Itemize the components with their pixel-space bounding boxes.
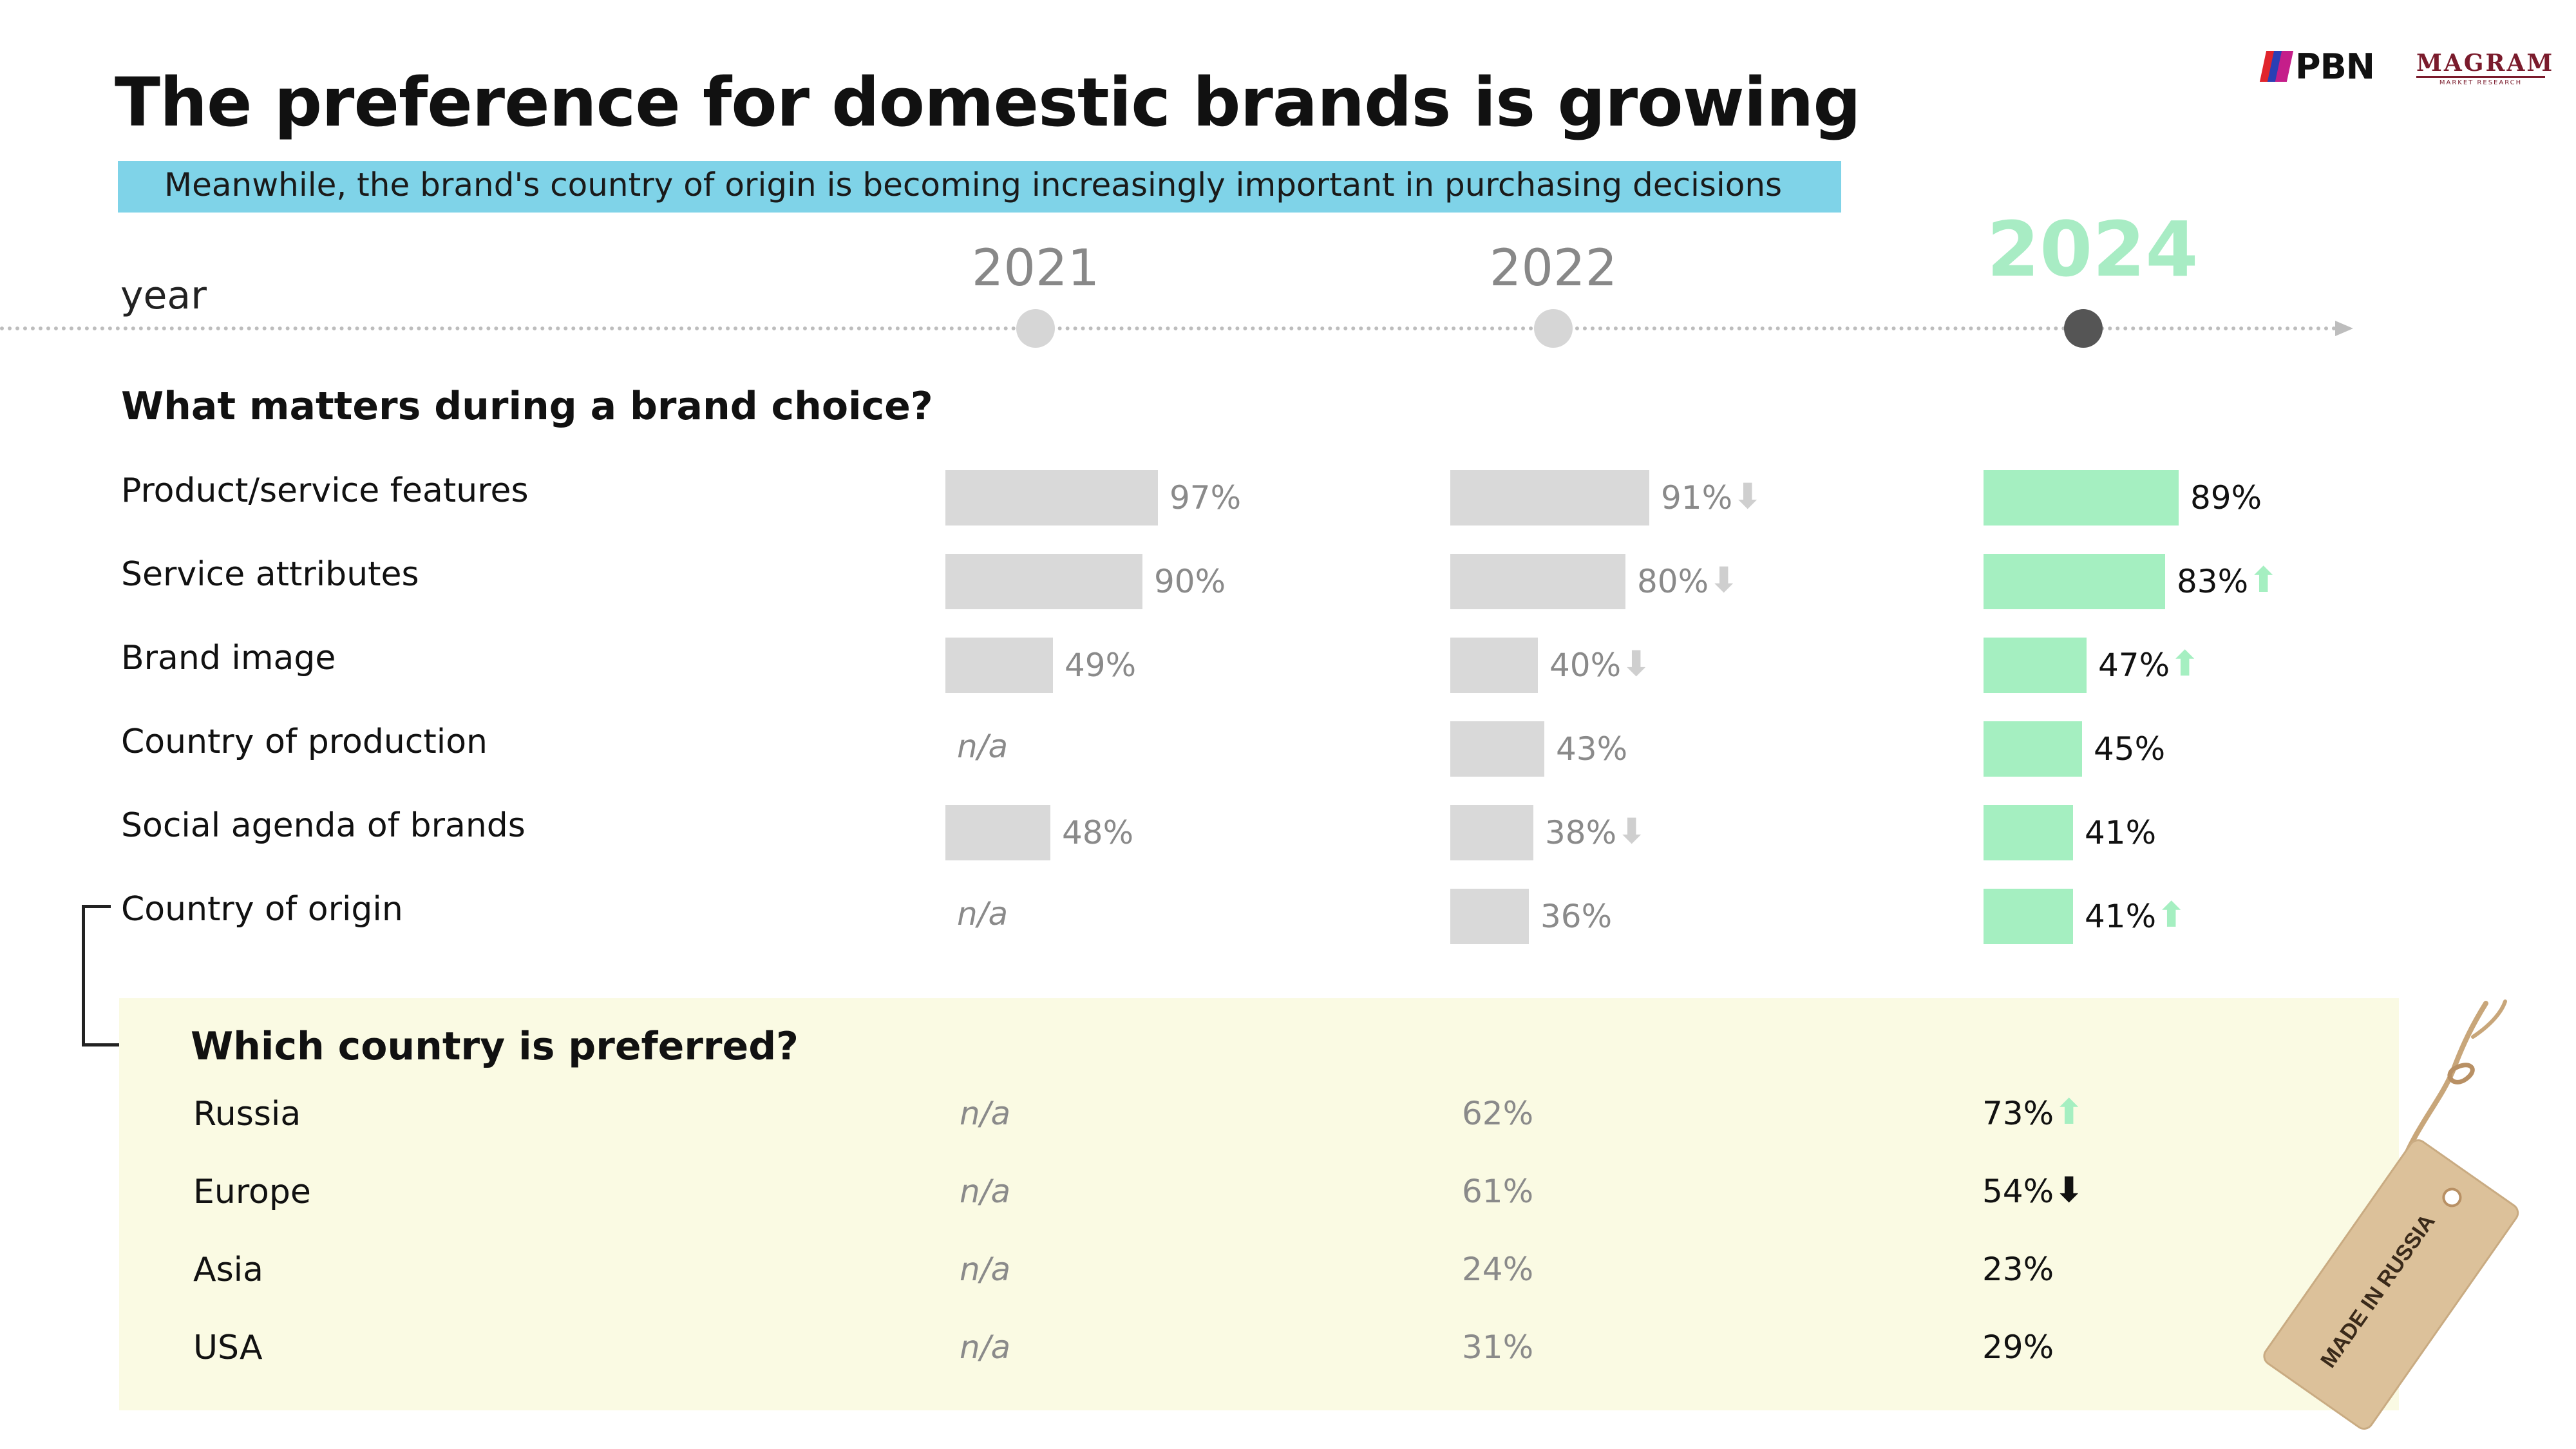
country-preference-heading: Which country is preferred?	[191, 1024, 799, 1069]
page-subtitle: Meanwhile, the brand's country of origin…	[164, 166, 1783, 204]
bar-2022-country-of-origin	[1450, 889, 1529, 944]
timeline-arrow-icon	[2335, 321, 2353, 336]
bar-2021-product-service-features	[945, 470, 1158, 526]
made-in-russia-tag-icon: MADE IN RUSSIA	[2248, 998, 2563, 1436]
connector-line	[82, 905, 111, 908]
bar-2022-service-attributes	[1450, 554, 1625, 609]
row-label-product-service-features: Product/service features	[121, 471, 529, 510]
arrow-up-icon: ⬆	[2249, 560, 2278, 600]
bar-2024-country-of-origin	[1984, 889, 2073, 944]
arrow-down-icon: ⬇	[1709, 560, 1739, 600]
data-label-2022-country-of-origin: 36%	[1540, 898, 1613, 935]
value-na: n/a	[957, 895, 1009, 933]
timeline-dot-2022	[1534, 309, 1573, 348]
bar-2024-product-service-features	[1984, 470, 2179, 526]
bar-2021-service-attributes	[945, 554, 1142, 609]
data-label-2024-product-service-features: 89%	[2190, 479, 2262, 516]
bar-2021-social-agenda-of-brands	[945, 805, 1050, 860]
bar-2024-service-attributes	[1984, 554, 2165, 609]
data-label-2021-social-agenda-of-brands: 48%	[1062, 814, 1134, 851]
row-label-country-of-production: Country of production	[121, 723, 488, 761]
timeline-dot-2021	[1016, 309, 1055, 348]
arrow-down-icon: ⬇	[1733, 476, 1763, 516]
magram-logo-subtext: MARKET RESEARCH	[2416, 76, 2545, 86]
arrow-down-icon: ⬇	[1622, 643, 1651, 684]
row-label-social-agenda-of-brands: Social agenda of brands	[121, 806, 526, 845]
bar-2022-social-agenda-of-brands	[1450, 805, 1533, 860]
bar-2024-brand-image	[1984, 638, 2087, 693]
data-label-2021-service-attributes: 90%	[1154, 563, 1226, 600]
pbn-logo-text: PBN	[2295, 46, 2375, 87]
data-label-2024-country-of-production: 45%	[2094, 730, 2166, 768]
data-label-2024-brand-image: 47%	[2098, 647, 2170, 684]
arrow-up-icon: ⬆	[2157, 895, 2186, 935]
timeline-dot-2024	[2064, 309, 2103, 348]
data-label-2021-brand-image: 49%	[1065, 647, 1137, 684]
page-title: The preference for domestic brands is gr…	[115, 63, 1861, 142]
pbn-logo: PBN	[2259, 46, 2375, 87]
connector-line	[82, 905, 85, 1046]
data-label-2021-product-service-features: 97%	[1170, 479, 1242, 516]
row-label-brand-image: Brand image	[121, 639, 336, 677]
value-na: n/a	[957, 728, 1009, 765]
bar-2024-social-agenda-of-brands	[1984, 805, 2073, 860]
brand-choice-chart: Product/service features 97% 91% ⬇ 89% Servic…	[121, 470, 2278, 944]
bar-2024-country-of-production	[1984, 721, 2082, 777]
data-label-2022-country-of-production: 43%	[1556, 730, 1628, 768]
arrow-down-icon: ⬇	[1617, 811, 1647, 851]
timeline-axis	[0, 327, 2338, 330]
row-label-country-of-origin: Country of origin	[121, 890, 403, 929]
year-2022: 2022	[1489, 240, 1618, 298]
bar-2022-brand-image	[1450, 638, 1538, 693]
data-label-2022-service-attributes: 80%	[1637, 563, 1709, 600]
connector-line	[82, 1043, 143, 1046]
bar-2022-product-service-features	[1450, 470, 1649, 526]
bar-2022-country-of-production	[1450, 721, 1544, 777]
country-preference-panel	[119, 998, 2399, 1410]
subtitle-band	[118, 161, 1841, 213]
data-label-2022-social-agenda-of-brands: 38%	[1545, 814, 1617, 851]
brand-choice-heading: What matters during a brand choice?	[121, 384, 933, 429]
timeline-label: year	[120, 273, 207, 318]
data-label-2024-country-of-origin: 41%	[2085, 898, 2157, 935]
magram-logo-text: MAGRAM	[2416, 50, 2555, 77]
data-label-2022-brand-image: 40%	[1549, 647, 1622, 684]
data-label-2024-service-attributes: 83%	[2177, 563, 2249, 600]
magram-logo: MAGRAM MARKET RESEARCH	[2416, 50, 2555, 86]
year-2024: 2024	[1987, 205, 2199, 294]
data-label-2024-social-agenda-of-brands: 41%	[2085, 814, 2157, 851]
data-label-2022-product-service-features: 91%	[1661, 479, 1733, 516]
row-label-service-attributes: Service attributes	[121, 555, 419, 594]
year-2021: 2021	[971, 240, 1100, 298]
arrow-up-icon: ⬆	[2170, 643, 2200, 684]
bar-2021-brand-image	[945, 638, 1053, 693]
tag-illustration: MADE IN RUSSIA	[2263, 999, 2519, 1430]
